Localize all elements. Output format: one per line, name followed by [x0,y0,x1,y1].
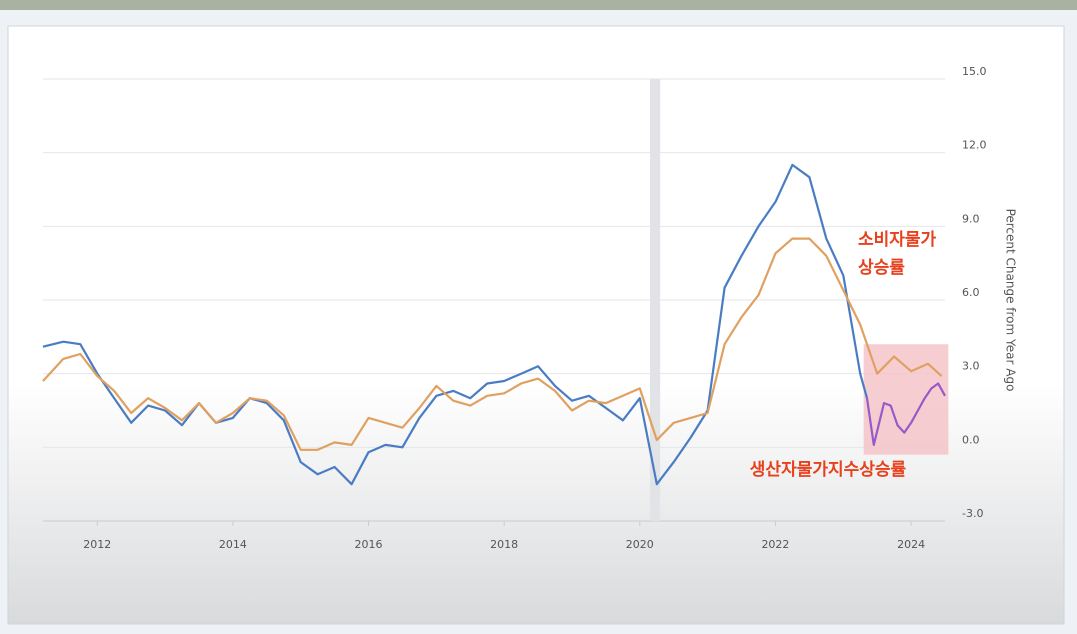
y-tick-label: -3.0 [962,507,983,520]
panel [7,25,1065,625]
y-tick-label: 0.0 [962,433,980,446]
x-tick-label: 2022 [761,538,789,551]
x-tick-label: 2018 [490,538,518,551]
x-tick-label: 2024 [897,538,925,551]
recession-band [649,79,661,521]
series-line [42,163,869,486]
annotation: 상승률 [858,258,905,278]
top-strip [0,0,1077,10]
y-axis-title: Percent Change from Year Ago [1004,209,1018,392]
y-tick-label: 12.0 [962,139,987,152]
y-tick-label: 3.0 [962,360,980,373]
y-tick-label: 9.0 [962,212,980,225]
annotation: 생산자물가지수상승률 [750,460,907,480]
series-line [865,382,946,446]
x-tick-label: 2020 [626,538,654,551]
series-line [42,237,943,451]
y-tick-label: 15.0 [962,65,987,78]
annotation: 소비자물가 [858,230,937,250]
x-tick-label: 2014 [219,538,247,551]
x-tick-label: 2016 [355,538,383,551]
x-tick-label: 2012 [83,538,111,551]
highlight-box [863,344,949,455]
y-tick-label: 6.0 [962,286,980,299]
